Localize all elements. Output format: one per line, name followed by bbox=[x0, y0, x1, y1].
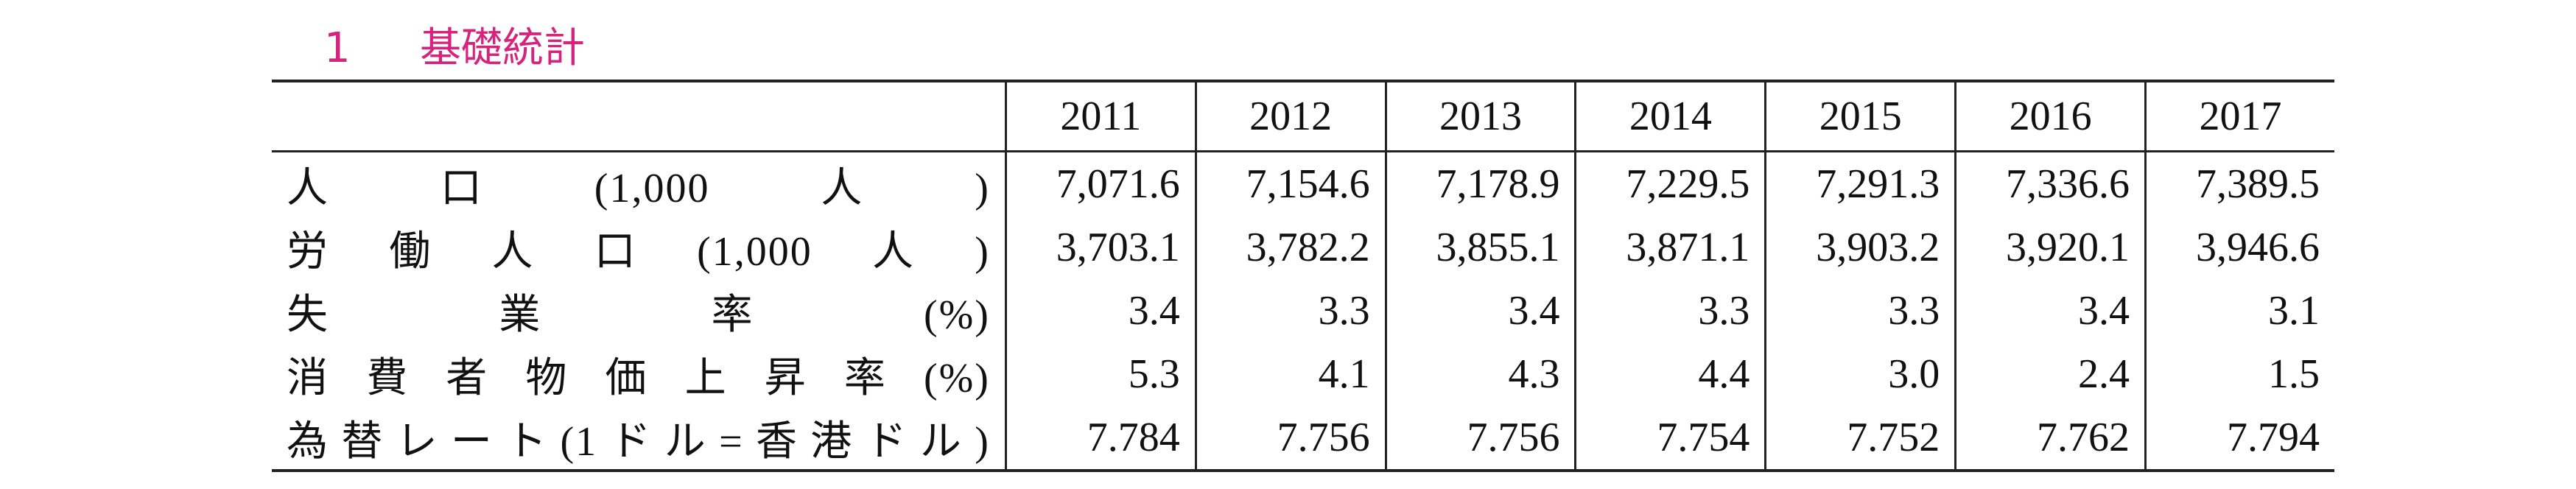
table-row: 為替レート(1ドル=香港ドル) 7.784 7.756 7.756 7.754 7.752… bbox=[272, 406, 2334, 471]
column-header: 2017 bbox=[2144, 81, 2334, 152]
value-cell: 7.754 bbox=[1574, 406, 1766, 471]
value-cell: 2.4 bbox=[1954, 342, 2146, 406]
value-cell: 3,920.1 bbox=[1954, 216, 2146, 279]
column-header: 2013 bbox=[1384, 81, 1576, 152]
row-label: 為替レート(1ドル=香港ドル) bbox=[287, 418, 990, 465]
value-cell: 4.4 bbox=[1574, 342, 1766, 406]
value-cell: 7,071.6 bbox=[1004, 151, 1196, 216]
table-head: 2011 2012 2013 2014 2015 2016 2017 bbox=[272, 81, 2334, 152]
column-header: 2011 bbox=[1004, 81, 1196, 152]
row-label: 消費者物価上昇率(%) bbox=[287, 355, 990, 401]
value-cell: 3.0 bbox=[1764, 342, 1956, 406]
table-row: 人口(1,000人) 7,071.6 7,154.6 7,178.9 7,229.5 7,… bbox=[272, 151, 2334, 217]
value-cell: 7.784 bbox=[1004, 406, 1196, 471]
value-cell: 7,389.5 bbox=[2144, 151, 2334, 216]
title: 1 基礎統計 bbox=[324, 15, 585, 74]
stats-table: 2011 2012 2013 2014 2015 2016 2017 人口(1,000人) 7… bbox=[272, 80, 2334, 472]
row-label: 人口(1,000人) bbox=[287, 165, 990, 211]
value-cell: 7,291.3 bbox=[1764, 151, 1956, 216]
value-cell: 3.3 bbox=[1764, 279, 1956, 342]
value-cell: 7.756 bbox=[1384, 406, 1576, 471]
value-cell: 3,903.2 bbox=[1764, 216, 1956, 279]
table-row: 消費者物価上昇率(%) 5.3 4.1 4.3 4.4 3.0 2.4 1.5 bbox=[272, 342, 2334, 406]
table-row: 労働人口(1,000人) 3,703.1 3,782.2 3,855.1 3,871.1… bbox=[272, 216, 2334, 279]
table-body: 人口(1,000人) 7,071.6 7,154.6 7,178.9 7,229.5 7,… bbox=[272, 151, 2334, 471]
value-cell: 3.4 bbox=[1004, 279, 1196, 342]
value-cell: 3,703.1 bbox=[1004, 216, 1196, 279]
section-number: 1 bbox=[324, 24, 351, 72]
row-label: 労働人口(1,000人) bbox=[287, 228, 990, 275]
value-cell: 4.1 bbox=[1194, 342, 1386, 406]
value-cell: 5.3 bbox=[1004, 342, 1196, 406]
value-cell: 7.762 bbox=[1954, 406, 2146, 471]
row-label-cell: 失業率(%) bbox=[272, 279, 1006, 342]
value-cell: 3,782.2 bbox=[1194, 216, 1386, 279]
column-header: 2015 bbox=[1764, 81, 1956, 152]
value-cell: 7.756 bbox=[1194, 406, 1386, 471]
column-header: 2016 bbox=[1954, 81, 2146, 152]
value-cell: 3,871.1 bbox=[1574, 216, 1766, 279]
row-label-cell: 為替レート(1ドル=香港ドル) bbox=[272, 406, 1006, 471]
row-label: 失業率(%) bbox=[287, 292, 990, 338]
row-label-cell: 労働人口(1,000人) bbox=[272, 216, 1006, 279]
row-label-cell: 消費者物価上昇率(%) bbox=[272, 342, 1006, 406]
value-cell: 3,946.6 bbox=[2144, 216, 2334, 279]
value-cell: 3.3 bbox=[1574, 279, 1766, 342]
value-cell: 7,336.6 bbox=[1954, 151, 2146, 216]
value-cell: 4.3 bbox=[1384, 342, 1576, 406]
table-row: 失業率(%) 3.4 3.3 3.4 3.3 3.3 3.4 3.1 bbox=[272, 279, 2334, 342]
section-title: 基礎統計 bbox=[420, 24, 585, 72]
value-cell: 3.4 bbox=[1384, 279, 1576, 342]
value-cell: 3.1 bbox=[2144, 279, 2334, 342]
value-cell: 7.752 bbox=[1764, 406, 1956, 471]
value-cell: 7,178.9 bbox=[1384, 151, 1576, 216]
value-cell: 1.5 bbox=[2144, 342, 2334, 406]
value-cell: 7,154.6 bbox=[1194, 151, 1386, 216]
corner-cell bbox=[272, 81, 1006, 152]
value-cell: 3,855.1 bbox=[1384, 216, 1576, 279]
header-row: 2011 2012 2013 2014 2015 2016 2017 bbox=[272, 81, 2334, 152]
row-label-cell: 人口(1,000人) bbox=[272, 152, 1006, 217]
column-header: 2012 bbox=[1194, 81, 1386, 152]
value-cell: 7,229.5 bbox=[1574, 151, 1766, 216]
value-cell: 3.3 bbox=[1194, 279, 1386, 342]
value-cell: 7.794 bbox=[2144, 406, 2334, 471]
value-cell: 3.4 bbox=[1954, 279, 2146, 342]
column-header: 2014 bbox=[1574, 81, 1766, 152]
